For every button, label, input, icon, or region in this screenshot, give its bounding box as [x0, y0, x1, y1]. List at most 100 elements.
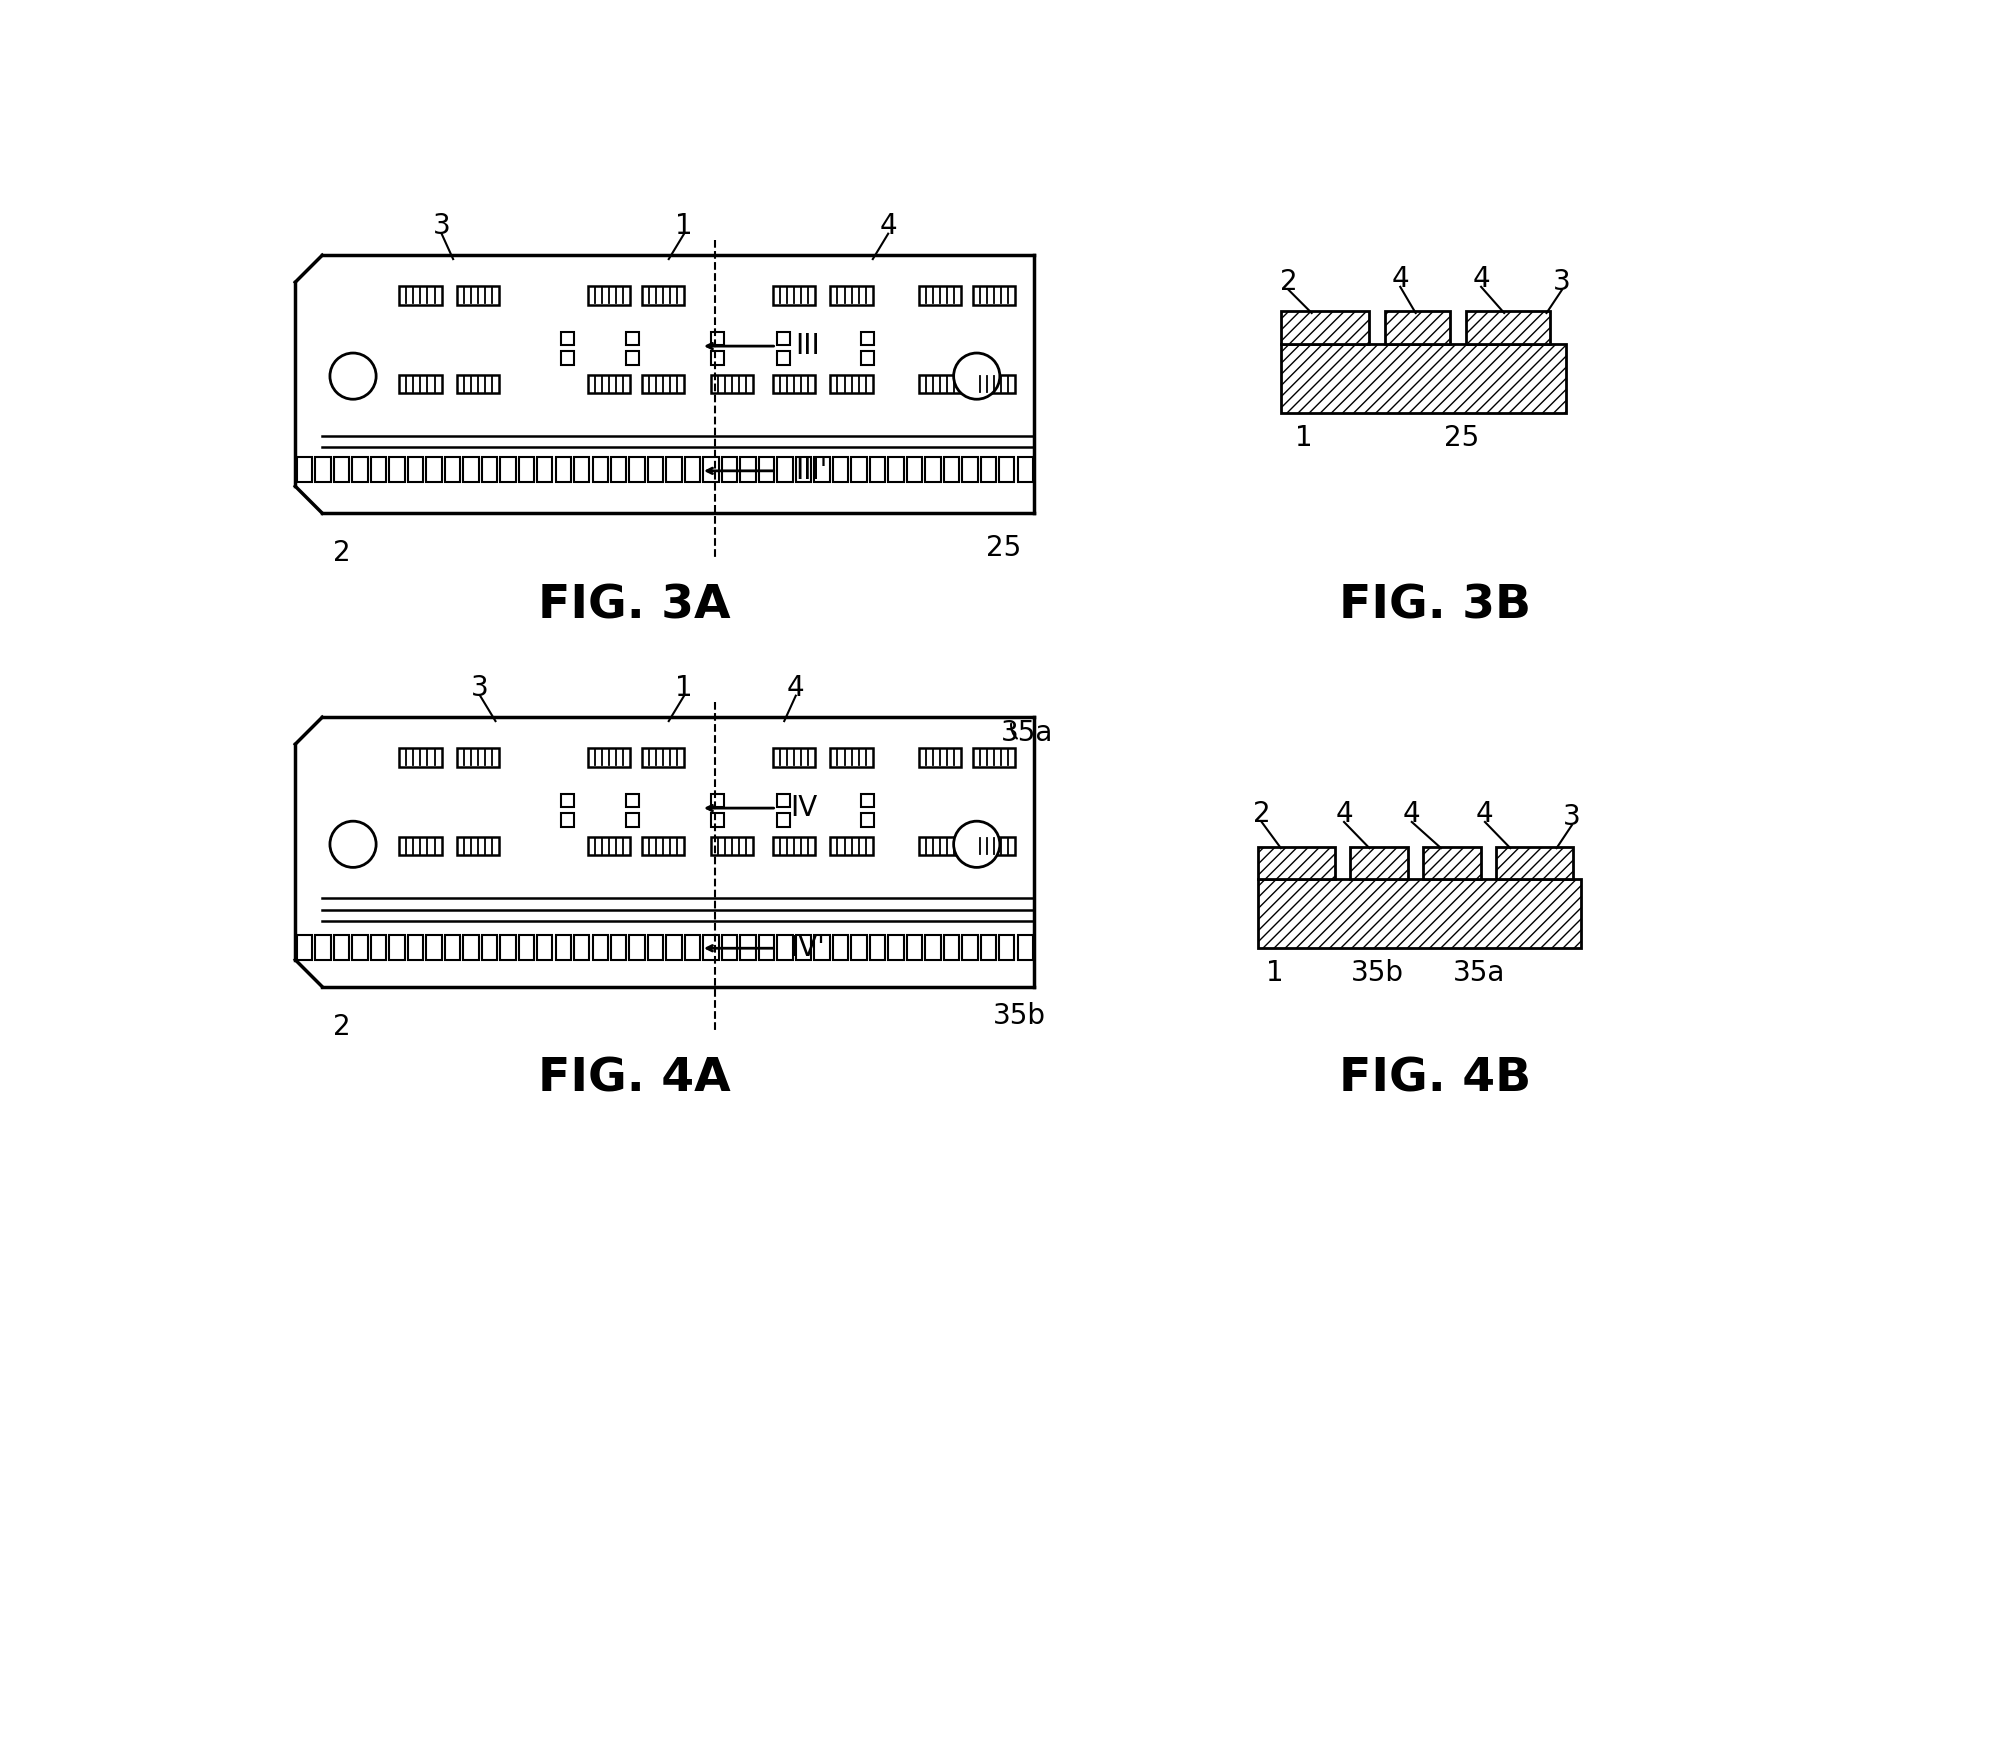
Bar [1424, 847, 1480, 880]
Bar [721, 935, 737, 960]
Text: 25: 25 [1444, 423, 1480, 451]
Text: FIG. 3A: FIG. 3A [538, 584, 731, 629]
Bar [711, 836, 753, 855]
Bar [1496, 847, 1573, 880]
Bar [371, 456, 387, 481]
Bar [352, 935, 369, 960]
Bar [642, 836, 685, 855]
Bar [888, 935, 904, 960]
Bar [610, 456, 626, 481]
Bar [389, 935, 405, 960]
Bar [588, 375, 630, 394]
Bar [711, 794, 725, 807]
Bar [407, 456, 423, 481]
Bar [556, 456, 570, 481]
Bar [316, 456, 330, 481]
Bar [371, 935, 387, 960]
Bar [711, 352, 725, 364]
Bar [562, 794, 574, 807]
Text: 4: 4 [1335, 800, 1353, 827]
Bar [642, 375, 685, 394]
Bar [399, 286, 441, 305]
Bar [574, 456, 590, 481]
Text: FIG. 4A: FIG. 4A [538, 1057, 731, 1101]
Bar [562, 333, 574, 345]
Bar [463, 935, 479, 960]
Bar [1466, 312, 1551, 343]
Text: 4: 4 [1404, 800, 1420, 827]
Bar [870, 456, 884, 481]
Bar [1386, 312, 1450, 343]
Bar [592, 456, 608, 481]
Bar [981, 456, 997, 481]
Bar [1259, 880, 1581, 948]
Bar [862, 814, 874, 827]
Bar [832, 456, 848, 481]
Bar [626, 333, 640, 345]
Bar [830, 836, 872, 855]
Bar [1017, 935, 1033, 960]
Bar [906, 456, 922, 481]
Text: 25: 25 [987, 533, 1021, 563]
Text: 35a: 35a [1454, 958, 1506, 988]
Bar [457, 286, 499, 305]
Bar [463, 456, 479, 481]
Text: 4: 4 [1472, 265, 1490, 293]
Text: 3: 3 [433, 213, 451, 240]
Bar [1349, 847, 1408, 880]
Bar [667, 456, 683, 481]
Bar [642, 286, 685, 305]
Bar [1259, 847, 1335, 880]
Text: 2: 2 [1279, 268, 1297, 296]
Bar [759, 935, 773, 960]
Bar [945, 456, 959, 481]
Text: 4: 4 [1476, 800, 1494, 827]
Bar [741, 935, 755, 960]
Bar [630, 935, 644, 960]
Bar [796, 456, 812, 481]
Text: 1: 1 [675, 674, 693, 702]
Bar [814, 456, 830, 481]
Text: 3: 3 [1553, 268, 1571, 296]
Bar [562, 352, 574, 364]
Bar [973, 836, 1015, 855]
Bar [1281, 312, 1370, 343]
Bar [711, 814, 725, 827]
Text: 3: 3 [1563, 803, 1581, 831]
Text: 2: 2 [1253, 800, 1271, 827]
Bar [518, 935, 534, 960]
Bar [852, 456, 866, 481]
Bar [457, 375, 499, 394]
Text: IV: IV [789, 794, 818, 822]
Bar [963, 456, 977, 481]
Bar [773, 747, 816, 766]
Bar [721, 456, 737, 481]
Bar [296, 456, 312, 481]
Bar [711, 375, 753, 394]
Bar [906, 935, 922, 960]
Bar [1017, 456, 1033, 481]
Text: III': III' [796, 456, 828, 484]
Bar [588, 836, 630, 855]
Bar [918, 286, 961, 305]
Bar [870, 935, 884, 960]
Bar [999, 935, 1015, 960]
Bar [445, 935, 459, 960]
Bar [296, 935, 312, 960]
Bar [862, 333, 874, 345]
Bar [832, 935, 848, 960]
Bar [389, 456, 405, 481]
Text: 35a: 35a [1001, 719, 1053, 747]
Bar [399, 836, 441, 855]
Bar [427, 935, 441, 960]
Bar [963, 935, 977, 960]
Text: FIG. 4B: FIG. 4B [1339, 1057, 1531, 1101]
Bar [407, 935, 423, 960]
Bar [924, 935, 941, 960]
Bar [574, 935, 590, 960]
Bar [918, 375, 961, 394]
Bar [814, 935, 830, 960]
Bar [538, 456, 552, 481]
Bar [830, 747, 872, 766]
Bar [918, 747, 961, 766]
